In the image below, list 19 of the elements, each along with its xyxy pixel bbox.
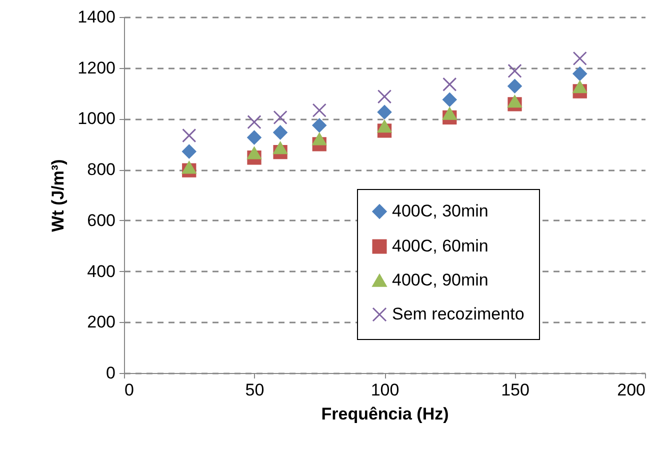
y-tick-label: 1400: [78, 8, 116, 26]
x-tick-label: 200: [617, 380, 646, 400]
legend-label: 400C, 90min: [392, 270, 488, 290]
x-tick-label: 50: [245, 380, 264, 400]
y-axis-title: Wt (J/m³): [48, 159, 68, 232]
y-tick-label: 1000: [78, 109, 116, 128]
x-tick-label: 150: [501, 380, 530, 400]
x-tick-label: 100: [370, 380, 400, 400]
y-tick-label: 0: [106, 364, 116, 382]
y-tick-label: 200: [87, 312, 116, 332]
legend-label: Sem recozimento: [392, 304, 524, 324]
x-axis-title: Frequência (Hz): [321, 404, 449, 424]
y-tick-label: 600: [87, 210, 116, 230]
y-tick-label: 1200: [78, 58, 116, 78]
x-tick-label: 0: [124, 380, 134, 400]
y-tick-label: 400: [87, 262, 116, 281]
legend-label: 400C, 30min: [392, 202, 488, 220]
y-tick-label: 800: [87, 160, 116, 180]
legend-label: 400C, 60min: [392, 236, 488, 256]
